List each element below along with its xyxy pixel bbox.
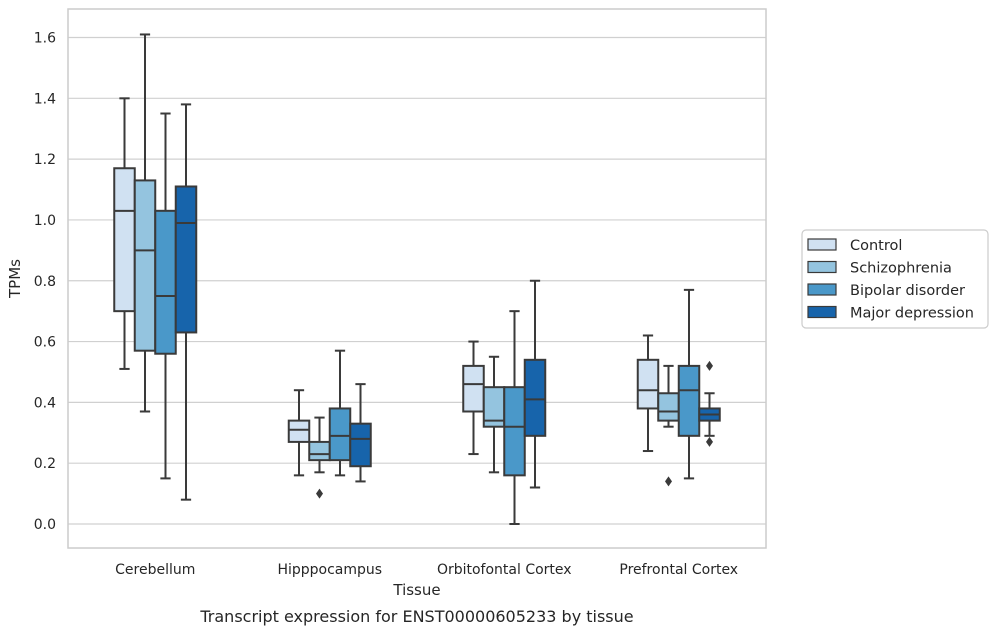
box-iqr [174, 185, 198, 334]
outlier-point [665, 476, 672, 487]
legend-item: Schizophrenia [807, 260, 952, 277]
y-tick-label: 0.2 [34, 456, 56, 472]
y-tick-label: 1.2 [34, 152, 56, 168]
box-bipolar-disorder [154, 112, 177, 480]
box-schizophrenia [308, 416, 331, 499]
plot-frame [67, 8, 767, 549]
legend: Control Schizophrenia Bipolar disorder Majo… [801, 229, 989, 329]
box-iqr [133, 179, 157, 352]
legend-label: Bipolar disorder [850, 283, 965, 299]
y-tick-label: 1.0 [34, 213, 56, 229]
legend-label: Schizophrenia [850, 261, 952, 277]
box-iqr [308, 440, 331, 462]
y-tick-label: 0.0 [34, 517, 56, 533]
y-tick-label: 0.6 [34, 335, 56, 351]
box-series [113, 33, 721, 525]
x-axis-ticks: Cerebellum Hipppocampus Orbitofontal Corte… [115, 562, 738, 578]
box-iqr [287, 419, 311, 443]
box-iqr [503, 386, 526, 477]
x-tick-label: Orbitofontal Cortex [437, 562, 572, 578]
y-tick-label: 1.6 [34, 31, 56, 47]
box-iqr [113, 167, 136, 313]
box-control [636, 334, 660, 453]
y-tick-label: 0.4 [34, 395, 56, 411]
box-major-depression [523, 279, 547, 489]
box-iqr [462, 364, 485, 413]
box-bipolar-disorder [677, 288, 701, 480]
outlier-point [706, 360, 713, 371]
box-major-depression [349, 383, 372, 483]
box-iqr [636, 358, 660, 410]
y-axis-ticks: 0.0 0.2 0.4 0.6 0.8 1.0 1.2 1.4 1.6 [34, 31, 56, 534]
box-iqr [523, 358, 547, 437]
box-control [287, 389, 311, 477]
legend-swatch [807, 238, 837, 251]
y-axis-label: TPMs [6, 259, 24, 299]
outlier-point [316, 488, 323, 499]
box-bipolar-disorder [328, 349, 352, 477]
box-major-depression [698, 360, 721, 447]
legend-frame [801, 229, 989, 329]
x-tick-label: Prefrontal Cortex [619, 562, 738, 578]
box-iqr [154, 209, 177, 355]
x-tick-label: Hipppocampus [277, 562, 382, 578]
box-iqr [328, 407, 352, 462]
legend-swatch [807, 305, 837, 319]
box-schizophrenia [482, 355, 506, 474]
box-schizophrenia [657, 364, 680, 487]
box-major-depression [174, 103, 198, 501]
y-tick-label: 1.4 [34, 91, 56, 107]
box-bipolar-disorder [503, 310, 526, 525]
legend-item: Bipolar disorder [807, 283, 965, 299]
chart-caption: Transcript expression for ENST0000060523… [199, 607, 633, 626]
x-tick-label: Cerebellum [115, 562, 195, 578]
legend-item: Control [807, 238, 902, 254]
legend-item: Major depression [807, 305, 974, 322]
legend-swatch [807, 283, 837, 296]
box-schizophrenia [133, 33, 157, 413]
box-iqr [677, 364, 701, 437]
box-control [462, 340, 485, 456]
legend-swatch [807, 260, 837, 274]
outlier-point [706, 436, 713, 447]
box-control [113, 97, 136, 370]
y-tick-label: 0.8 [34, 274, 56, 290]
box-iqr [349, 422, 372, 468]
box-iqr [657, 392, 680, 422]
x-axis-label: Tissue [392, 581, 440, 599]
legend-label: Major depression [850, 306, 974, 322]
legend-label: Control [850, 238, 902, 254]
